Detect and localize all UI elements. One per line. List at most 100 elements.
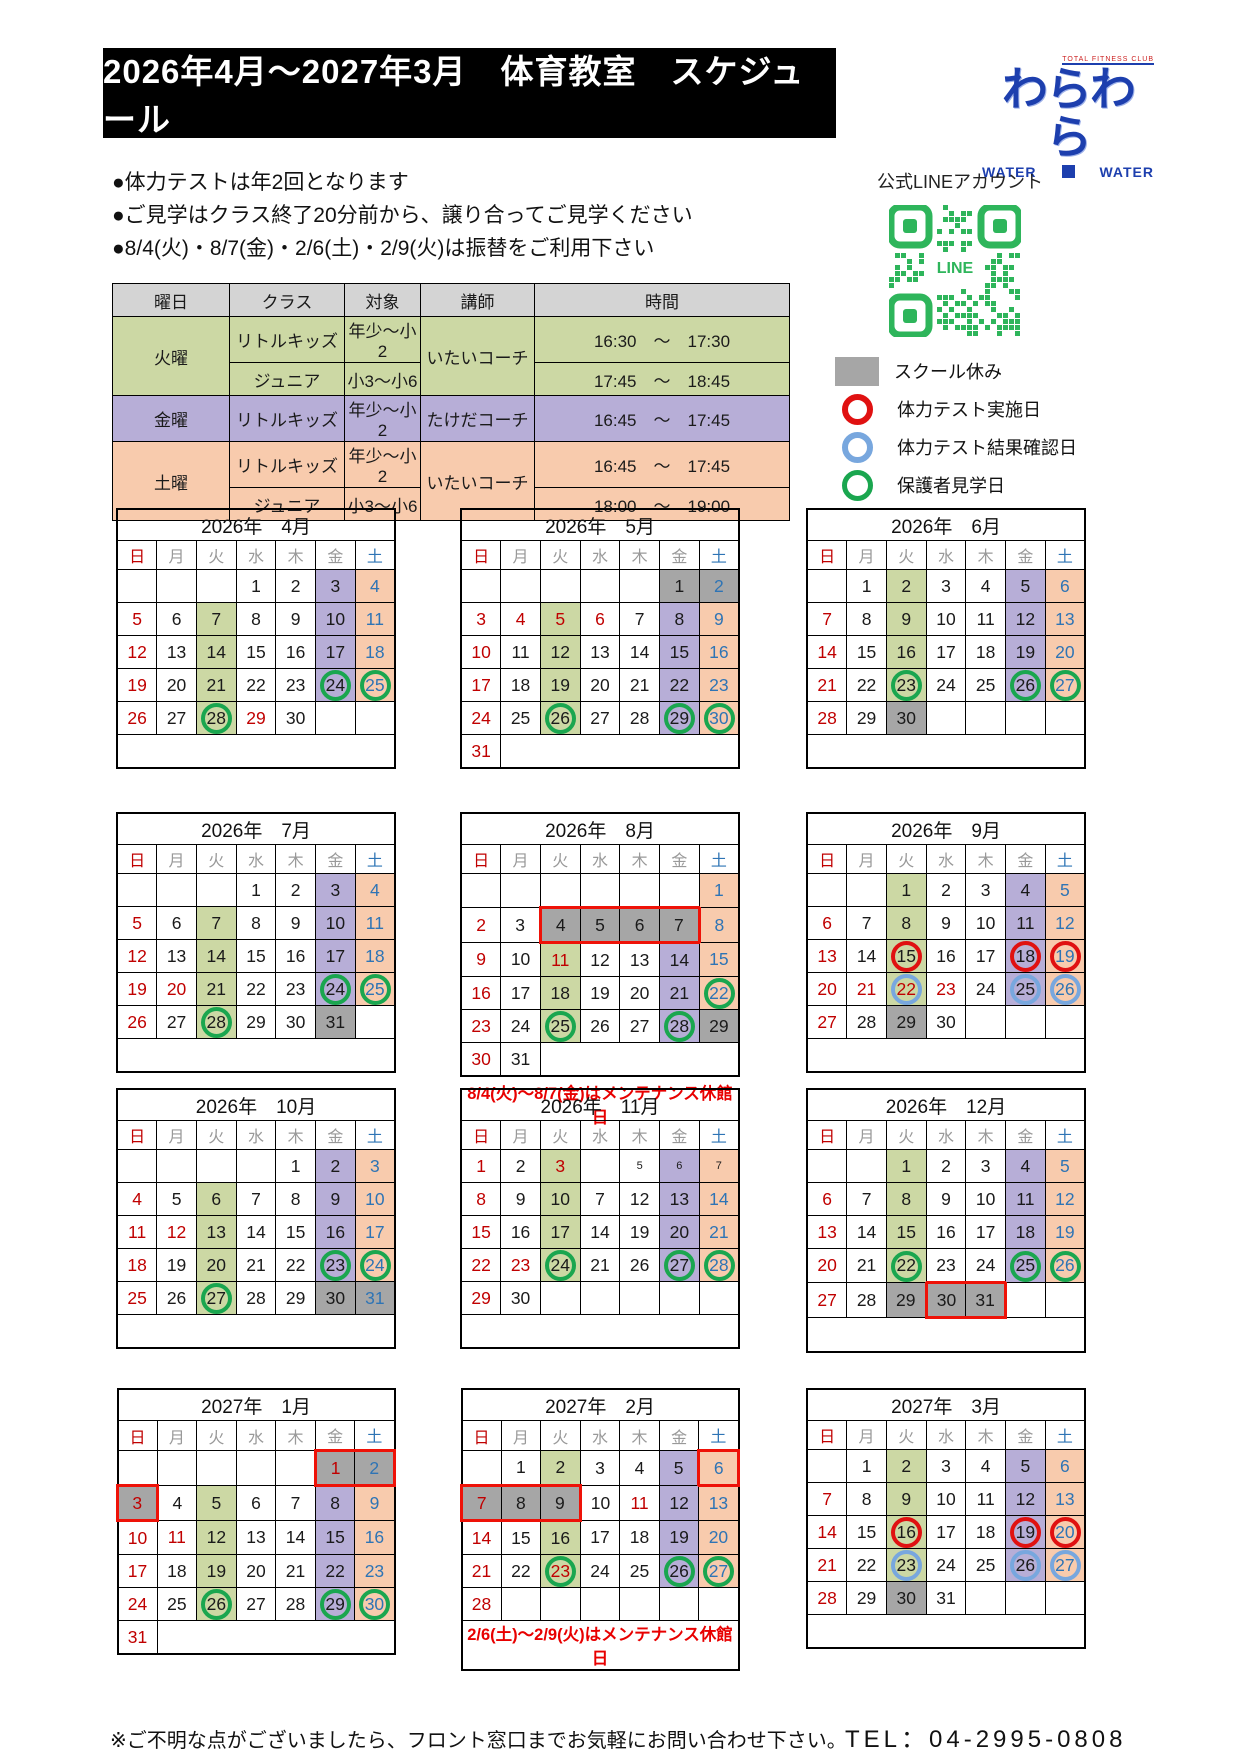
date-cell: 9 xyxy=(275,906,317,940)
date-cell: 19 xyxy=(156,1248,197,1282)
date-cell: 3 xyxy=(539,1149,581,1183)
day-of-week-header: 土 xyxy=(1044,1120,1086,1150)
date-cell xyxy=(1044,1005,1086,1039)
notice-item: ●ご見学はクラス終了20分前から、譲り合ってご見学ください xyxy=(112,204,693,227)
date-cell: 5 xyxy=(1044,873,1086,907)
calendar-table: 2026年 6月日月火水木金土 1 2 3 4 5 6 7 8 9 10 11 12 13 14 15 16 17… xyxy=(806,508,1086,769)
date-cell: 29 xyxy=(235,1005,277,1039)
date-cell xyxy=(659,1281,700,1315)
filler-row xyxy=(116,1314,396,1349)
date-cell: 19 xyxy=(1044,939,1086,973)
date-cell: 28 xyxy=(806,701,848,735)
date-cell: 4 xyxy=(619,1450,660,1486)
legend-item: スクール休み xyxy=(835,352,1077,390)
date-cell: 8 xyxy=(846,1482,887,1516)
date-cell: 15 xyxy=(235,635,277,669)
date-cell: 19 xyxy=(116,972,158,1006)
calendar-2027-01: 2027年 1月日月火水木金土 1 2 3 4 5 6 7 8 9 10 11 12 13 14 15 16 17… xyxy=(116,1388,396,1655)
date-cell xyxy=(698,1281,740,1315)
date-cell: 29 xyxy=(235,701,277,735)
date-cell: 1 xyxy=(235,569,277,603)
date-cell: 28 xyxy=(846,1282,887,1318)
date-cell: 13 xyxy=(195,1215,237,1249)
schedule-coach: いたいコーチ xyxy=(420,441,535,521)
date-cell: 29 xyxy=(698,1009,740,1043)
date-cell: 25 xyxy=(965,1548,1007,1582)
day-of-week-header: 水 xyxy=(925,844,967,874)
date-cell: 14 xyxy=(275,1520,316,1555)
day-of-week-header: 木 xyxy=(275,540,317,570)
day-of-week-header: 日 xyxy=(806,1420,848,1450)
date-cell: 28 xyxy=(195,701,237,735)
date-cell: 8 xyxy=(698,907,740,943)
day-of-week-header: 土 xyxy=(698,1120,740,1150)
date-cell xyxy=(539,569,581,603)
date-cell xyxy=(195,1149,237,1183)
filler-row xyxy=(806,734,1086,769)
calendar-month-title: 2026年 7月 xyxy=(116,812,396,845)
day-of-week-header: 金 xyxy=(1005,1420,1046,1450)
day-of-week-header: 火 xyxy=(885,540,927,570)
date-cell: 22 xyxy=(885,972,927,1006)
date-cell: 10 xyxy=(925,602,967,636)
class-schedule-table: 曜日 クラス 対象 講師 時間 火曜 リトルキッズ 年少～小2 いたいコーチ 16:30 ～ 17… xyxy=(112,283,790,521)
date-cell: 20 xyxy=(195,1248,237,1282)
date-cell: 7 xyxy=(806,602,848,636)
date-cell: 29 xyxy=(846,701,887,735)
date-cell xyxy=(579,1149,621,1183)
date-cell: 9 xyxy=(540,1484,582,1522)
date-cell: 21 xyxy=(195,972,237,1006)
date-cell: 15 xyxy=(500,1520,542,1555)
date-cell xyxy=(461,1450,502,1486)
date-cell: 27 xyxy=(659,1248,700,1282)
date-cell xyxy=(1044,1581,1086,1615)
date-cell: 2 xyxy=(460,907,502,943)
date-cell: 7 xyxy=(579,1182,621,1216)
calendar-2026-12: 2026年 12月日月火水木金土 1 2 3 4 5 6 7 8 9 10 11 12 13 14 15 16 1… xyxy=(806,1088,1086,1353)
date-cell: 20 xyxy=(156,972,197,1006)
day-of-week-header: 土 xyxy=(1044,540,1086,570)
date-cell: 7 xyxy=(806,1482,848,1516)
date-cell: 1 xyxy=(698,873,740,908)
date-cell: 24 xyxy=(354,1248,396,1282)
day-of-week-header: 金 xyxy=(659,540,700,570)
date-cell: 3 xyxy=(925,569,967,603)
date-cell xyxy=(619,569,661,603)
logo-square-icon xyxy=(1061,165,1075,179)
date-cell xyxy=(500,569,541,603)
legend-label: スクール休み xyxy=(894,362,1002,382)
date-cell: 21 xyxy=(806,1548,848,1582)
date-cell: 27 xyxy=(156,1005,197,1039)
date-cell: 17 xyxy=(925,635,967,669)
schedule-class: リトルキッズ xyxy=(229,441,345,488)
day-of-week-header: 日 xyxy=(116,540,158,570)
date-cell xyxy=(354,1005,396,1039)
date-cell: 7 xyxy=(275,1485,316,1521)
date-cell: 12 xyxy=(116,939,158,973)
date-cell: 22 xyxy=(846,1548,887,1582)
date-cell: 4 xyxy=(500,602,541,636)
date-cell: 9 xyxy=(275,602,317,636)
date-cell: 12 xyxy=(579,942,621,977)
date-cell: 7 xyxy=(619,602,661,636)
day-of-week-header: 土 xyxy=(1044,844,1086,874)
date-cell: 13 xyxy=(156,635,197,669)
date-cell: 2 xyxy=(540,1450,581,1486)
calendar-table: 2026年 11月日月火水木金土 1 2 3 5 6 7 8 9 10 7 12 13 14 15 16 17 1… xyxy=(460,1088,740,1349)
schedule-time: 17:45 ～ 18:45 xyxy=(534,362,790,396)
logo-water-left: WATER xyxy=(982,163,1037,180)
day-of-week-header: 金 xyxy=(659,1120,700,1150)
calendar-2026-07: 2026年 7月日月火水木金土 1 2 3 4 5 6 7 8 9 10 11 12 13 14 15 16 17… xyxy=(116,812,396,1073)
date-cell: 20 xyxy=(619,976,661,1010)
date-cell: 12 xyxy=(619,1182,661,1216)
date-cell: 21 xyxy=(619,668,661,702)
date-cell: 10 xyxy=(965,1182,1007,1216)
schedule-target: 年少～小2 xyxy=(344,441,421,488)
date-cell: 24 xyxy=(315,972,356,1006)
date-cell: 23 xyxy=(698,668,740,702)
date-cell: 19 xyxy=(539,668,581,702)
date-cell: 6 xyxy=(1044,1449,1086,1483)
date-cell: 13 xyxy=(579,635,621,669)
date-cell: 6 xyxy=(697,1449,740,1487)
calendar-2026-10: 2026年 10月日月火水木金土 1 2 3 4 5 6 7 8 9 10 11 12 13 14 15 16 1… xyxy=(116,1088,396,1349)
